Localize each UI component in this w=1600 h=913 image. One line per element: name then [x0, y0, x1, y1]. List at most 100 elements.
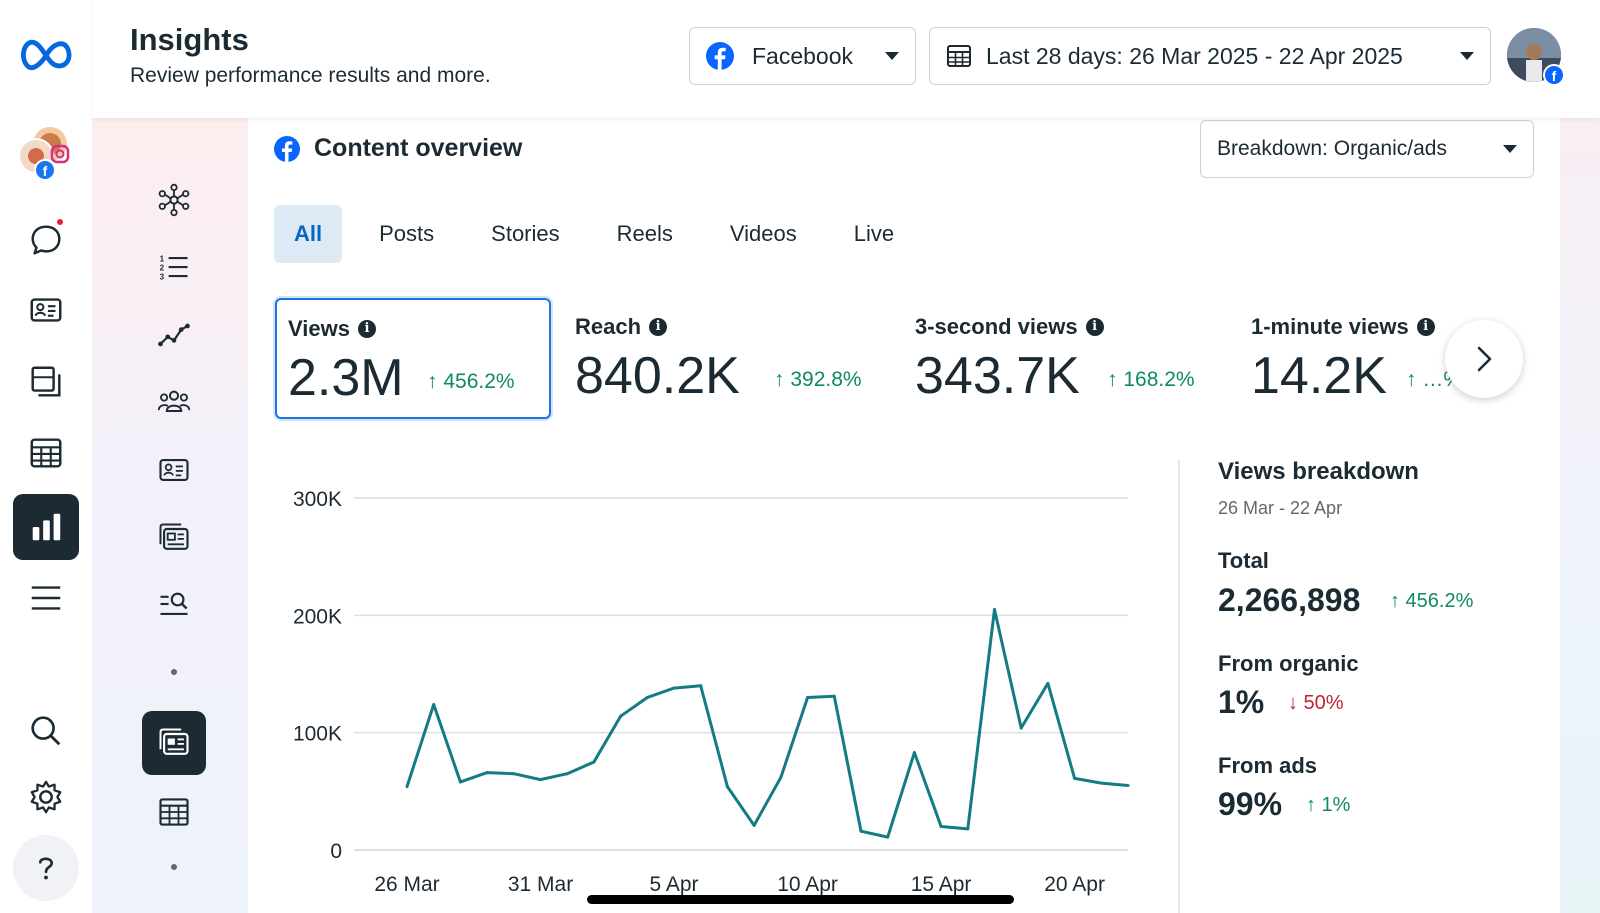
- ads-label: From ads: [1218, 753, 1318, 778]
- metric-card-views[interactable]: Views i 2.3M ↑ 456.2%: [275, 298, 551, 419]
- data-point[interactable]: [886, 835, 890, 839]
- data-point[interactable]: [1019, 726, 1023, 730]
- subnav-content-overview[interactable]: [142, 711, 206, 775]
- home-indicator: [587, 895, 1014, 904]
- account-switcher[interactable]: f: [16, 126, 76, 182]
- metric-change: ↑ 456.2%: [427, 370, 515, 393]
- panel-divider: [1178, 460, 1180, 913]
- metric-value: 343.7K: [915, 347, 1080, 405]
- info-icon[interactable]: i: [649, 318, 668, 336]
- total-change: ↑ 456.2%: [1390, 590, 1474, 612]
- calendar-icon: [947, 45, 971, 67]
- data-point[interactable]: [539, 778, 543, 782]
- data-point[interactable]: [672, 686, 676, 690]
- subnav-content-feed[interactable]: [142, 506, 206, 570]
- content-button[interactable]: [13, 349, 79, 415]
- right-edge-gradient: [1560, 118, 1600, 913]
- data-point[interactable]: [405, 785, 409, 789]
- insights-button[interactable]: [13, 494, 79, 560]
- data-point[interactable]: [1099, 781, 1103, 785]
- data-point[interactable]: [645, 695, 649, 699]
- contacts-button[interactable]: [13, 277, 79, 343]
- metric-card-reach[interactable]: Reach i 840.2K ↑ 392.8%: [562, 298, 892, 419]
- tab-videos[interactable]: Videos: [729, 221, 797, 246]
- data-point[interactable]: [699, 684, 703, 688]
- data-point[interactable]: [458, 780, 462, 784]
- data-point[interactable]: [592, 760, 596, 764]
- planner-button[interactable]: [13, 420, 79, 486]
- metric-label-text: Views: [288, 316, 350, 341]
- data-point[interactable]: [859, 829, 863, 833]
- organic-value: 1%: [1218, 684, 1265, 720]
- hamburger-icon: [31, 586, 61, 610]
- trend-line-icon: [158, 323, 190, 347]
- breakdown-title: Views breakdown: [1218, 458, 1419, 485]
- y-tick-label: 100K: [293, 723, 342, 746]
- subnav-overview[interactable]: [142, 168, 206, 232]
- breakdown-dropdown[interactable]: Breakdown: Organic/ads: [1200, 120, 1534, 178]
- total-label: Total: [1218, 548, 1269, 573]
- subnav-audience[interactable]: [142, 370, 206, 434]
- y-tick-label: 300K: [293, 488, 342, 511]
- metric-card-1-minute-views[interactable]: 1-minute views i 14.2K ↑ …%: [1251, 298, 1551, 419]
- data-point[interactable]: [966, 827, 970, 831]
- data-point[interactable]: [725, 785, 729, 789]
- info-icon[interactable]: i: [357, 320, 376, 338]
- metric-label: Reach i: [575, 314, 668, 340]
- help-button[interactable]: [13, 835, 79, 901]
- metric-value: 14.2K: [1251, 347, 1387, 405]
- caret-down-icon: [1503, 145, 1517, 153]
- data-point[interactable]: [432, 703, 436, 707]
- data-point[interactable]: [832, 694, 836, 698]
- metric-value: 840.2K: [575, 347, 740, 405]
- stacked-pages-icon: [31, 366, 61, 397]
- tab-stories[interactable]: Stories: [491, 221, 560, 246]
- x-tick-label: 31 Mar: [508, 873, 573, 896]
- tab-live[interactable]: Live: [853, 221, 895, 246]
- metric-label-text: 3-second views: [915, 314, 1078, 339]
- info-icon[interactable]: i: [1085, 318, 1104, 336]
- subnav-trends[interactable]: [142, 303, 206, 367]
- x-tick-label: 20 Apr: [1044, 873, 1105, 896]
- data-point[interactable]: [806, 695, 810, 699]
- y-tick-label: 0: [330, 840, 342, 863]
- data-point[interactable]: [565, 772, 569, 776]
- tab-posts[interactable]: Posts: [379, 221, 435, 246]
- search-button[interactable]: [13, 698, 79, 764]
- data-point[interactable]: [1126, 783, 1130, 787]
- svg-text:2: 2: [160, 264, 165, 273]
- subnav-profile[interactable]: [142, 438, 206, 502]
- data-point[interactable]: [912, 751, 916, 755]
- platform-dropdown[interactable]: Facebook: [689, 27, 916, 85]
- data-point[interactable]: [619, 714, 623, 718]
- data-point[interactable]: [992, 607, 996, 611]
- ads-value: 99%: [1218, 786, 1283, 822]
- id-card-icon: [159, 459, 189, 481]
- subnav-reports[interactable]: [142, 780, 206, 844]
- menu-button[interactable]: [13, 565, 79, 631]
- date-range-dropdown[interactable]: Last 28 days: 26 Mar 2025 - 22 Apr 2025: [929, 27, 1491, 85]
- metric-card-3-second-views[interactable]: 3-second views i 343.7K ↑ 168.2%: [912, 298, 1232, 419]
- people-group-icon: [157, 390, 191, 412]
- next-metrics-button[interactable]: [1445, 320, 1523, 398]
- settings-button[interactable]: [13, 764, 79, 830]
- tab-all[interactable]: All: [274, 205, 343, 263]
- data-point[interactable]: [485, 771, 489, 775]
- tab-reels[interactable]: Reels: [616, 221, 673, 246]
- info-icon[interactable]: i: [1416, 318, 1435, 336]
- data-point[interactable]: [779, 775, 783, 779]
- table-icon: [30, 438, 62, 468]
- data-point[interactable]: [1073, 776, 1077, 780]
- svg-text:3: 3: [160, 273, 165, 282]
- data-point[interactable]: [1046, 681, 1050, 685]
- meta-logo[interactable]: [18, 30, 76, 78]
- data-point[interactable]: [939, 825, 943, 829]
- subnav-search-list[interactable]: [142, 572, 206, 636]
- profile-avatar[interactable]: f: [1507, 28, 1565, 86]
- data-point[interactable]: [752, 823, 756, 827]
- inbox-button[interactable]: [13, 207, 79, 273]
- series-line[interactable]: [405, 608, 1129, 839]
- data-point[interactable]: [512, 772, 516, 776]
